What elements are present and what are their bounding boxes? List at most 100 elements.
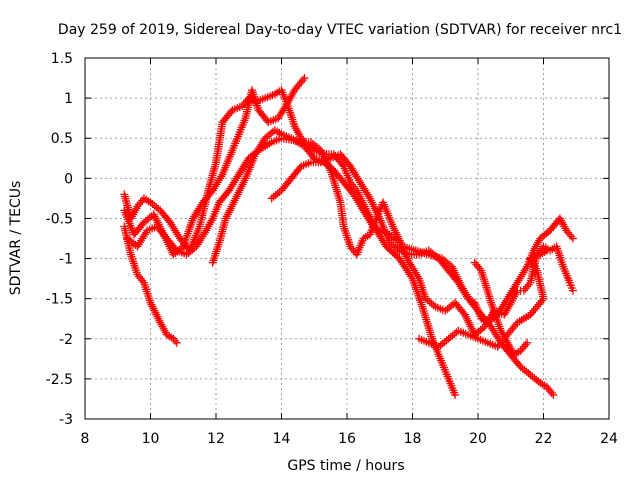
- data-point: [390, 226, 399, 235]
- data-point: [168, 222, 177, 231]
- data-point: [256, 142, 265, 151]
- data-point: [138, 276, 147, 285]
- data-point: [458, 284, 467, 293]
- data-point: [405, 270, 414, 279]
- data-point: [352, 172, 361, 181]
- data-point: [408, 264, 417, 273]
- data-point: [474, 262, 482, 271]
- x-tick-label: 8: [81, 431, 90, 447]
- data-point: [374, 212, 383, 221]
- data-point: [498, 302, 507, 311]
- data-point: [230, 178, 239, 187]
- data-point: [364, 192, 373, 201]
- data-point: [496, 326, 505, 335]
- data-point: [407, 262, 416, 271]
- data-point: [396, 240, 405, 249]
- data-point: [335, 196, 344, 205]
- data-point: [521, 340, 530, 349]
- data-point: [369, 202, 378, 211]
- data-point: [129, 210, 138, 219]
- data-point: [274, 114, 283, 123]
- data-point: [292, 84, 301, 93]
- data-point: [193, 240, 202, 249]
- x-tick-label: 12: [207, 431, 225, 447]
- data-point: [479, 273, 488, 282]
- data-point: [370, 204, 379, 213]
- data-point: [353, 196, 362, 205]
- data-point: [148, 302, 157, 311]
- data-point: [523, 282, 532, 291]
- data-point: [562, 226, 571, 235]
- data-point: [225, 186, 234, 195]
- data-point: [521, 284, 530, 293]
- data-point: [371, 206, 380, 215]
- data-point: [461, 312, 470, 321]
- data-point: [549, 390, 558, 399]
- data-point: [480, 322, 489, 331]
- data-point: [404, 268, 413, 277]
- data-point: [534, 238, 543, 247]
- data-point: [166, 218, 175, 227]
- x-tick-label: 16: [338, 431, 356, 447]
- data-point: [234, 170, 243, 179]
- data-point: [288, 90, 297, 99]
- data-point: [241, 160, 250, 169]
- data-point: [422, 317, 431, 326]
- data-point: [194, 238, 203, 247]
- y-tick-label: 0: [64, 171, 73, 187]
- data-point: [351, 170, 360, 179]
- data-point: [519, 342, 528, 351]
- data-point: [489, 326, 498, 335]
- data-point: [353, 174, 362, 183]
- data-point: [212, 180, 221, 189]
- data-point: [317, 148, 326, 157]
- data-point: [498, 328, 507, 337]
- data-point: [225, 206, 234, 215]
- data-point: [149, 210, 158, 219]
- data-point: [192, 208, 201, 217]
- data-point: [544, 228, 553, 237]
- data-point: [355, 200, 364, 209]
- data-point: [258, 138, 267, 147]
- data-point: [544, 384, 553, 393]
- data-point: [231, 194, 240, 203]
- data-point: [523, 338, 532, 347]
- data-point: [150, 306, 159, 315]
- data-point: [206, 218, 215, 227]
- data-point: [356, 202, 365, 211]
- data-point: [151, 214, 160, 223]
- y-tick-label: -2: [59, 332, 73, 348]
- data-point: [363, 212, 372, 221]
- data-point: [156, 318, 165, 327]
- data-point: [354, 198, 363, 207]
- data-point: [352, 194, 361, 203]
- data-point: [358, 182, 367, 191]
- data-point: [361, 186, 370, 195]
- data-point: [211, 182, 220, 191]
- data-point: [136, 198, 145, 207]
- data-point: [426, 328, 435, 337]
- data-point: [295, 80, 304, 89]
- data-point: [347, 244, 356, 253]
- data-point: [318, 150, 327, 159]
- data-point: [366, 218, 375, 227]
- data-point: [192, 242, 201, 251]
- data-point: [464, 318, 473, 327]
- x-tick-label: 18: [404, 431, 422, 447]
- data-point: [546, 386, 555, 395]
- data-point: [373, 210, 382, 219]
- data-point: [508, 286, 517, 295]
- data-point: [158, 322, 167, 331]
- data-point: [130, 208, 139, 217]
- data-point: [506, 326, 515, 335]
- data-point: [196, 202, 205, 211]
- axis-ticks: 8 10 12 14 16 18 20 22 24 1.5 1 0.5 0 -0.5 -1 -1.5 -2 -2.…: [46, 51, 618, 447]
- data-point: [135, 200, 144, 209]
- data-point: [365, 216, 374, 225]
- y-tick-label: -3: [59, 412, 73, 428]
- data-point: [132, 204, 141, 213]
- data-point: [153, 312, 162, 321]
- data-point: [154, 314, 163, 323]
- data-point: [419, 306, 428, 315]
- x-axis-label: GPS time / hours: [287, 458, 404, 474]
